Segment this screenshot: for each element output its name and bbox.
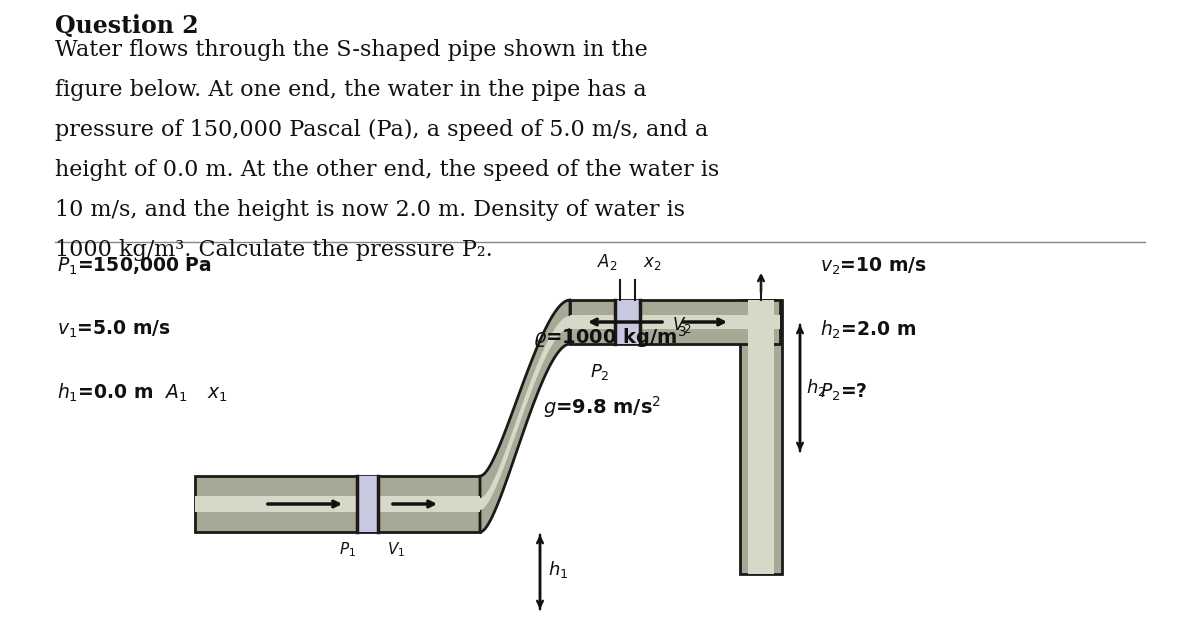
Text: $h_2$: $h_2$	[806, 377, 826, 399]
Text: $h_1$=0.0 m  $A_1$   $x_1$: $h_1$=0.0 m $A_1$ $x_1$	[58, 382, 227, 404]
Text: pressure of 150,000 Pascal (Pa), a speed of 5.0 m/s, and a: pressure of 150,000 Pascal (Pa), a speed…	[55, 119, 708, 141]
Text: $\varrho$=1000 kg/m$^3$: $\varrho$=1000 kg/m$^3$	[533, 324, 686, 350]
Text: $V_2$: $V_2$	[672, 315, 691, 335]
Bar	[194, 476, 480, 532]
Text: figure below. At one end, the water in the pipe has a: figure below. At one end, the water in t…	[55, 79, 647, 101]
Text: $P_1$: $P_1$	[338, 540, 355, 559]
Text: $V_1$: $V_1$	[386, 540, 406, 559]
Bar	[740, 300, 782, 574]
Bar	[616, 300, 640, 344]
Bar	[194, 496, 480, 512]
Bar	[570, 300, 780, 344]
Text: $h_2$=2.0 m: $h_2$=2.0 m	[820, 319, 917, 341]
Text: $x_2$: $x_2$	[643, 254, 661, 272]
Text: $P_2$=?: $P_2$=?	[820, 382, 868, 403]
Text: $v_1$=5.0 m/s: $v_1$=5.0 m/s	[58, 319, 172, 340]
Bar	[748, 300, 774, 574]
Text: Question 2: Question 2	[55, 14, 199, 38]
Text: $P_1$=150,000 Pa: $P_1$=150,000 Pa	[58, 256, 211, 277]
Text: 10 m/s, and the height is now 2.0 m. Density of water is: 10 m/s, and the height is now 2.0 m. Den…	[55, 199, 685, 221]
Text: $v_2$=10 m/s: $v_2$=10 m/s	[820, 256, 926, 277]
Text: $P_2$: $P_2$	[590, 362, 610, 382]
Bar	[570, 315, 780, 329]
Text: $g$=9.8 m/s$^2$: $g$=9.8 m/s$^2$	[542, 394, 661, 420]
Polygon shape	[480, 316, 570, 510]
Polygon shape	[480, 300, 570, 532]
Bar	[358, 476, 378, 532]
Text: $h_1$: $h_1$	[548, 559, 569, 581]
Text: 1000 kg/m³. Calculate the pressure P₂.: 1000 kg/m³. Calculate the pressure P₂.	[55, 239, 493, 261]
Text: height of 0.0 m. At the other end, the speed of the water is: height of 0.0 m. At the other end, the s…	[55, 159, 719, 181]
Text: Water flows through the S-shaped pipe shown in the: Water flows through the S-shaped pipe sh…	[55, 39, 648, 61]
Text: $A_2$: $A_2$	[596, 252, 617, 272]
